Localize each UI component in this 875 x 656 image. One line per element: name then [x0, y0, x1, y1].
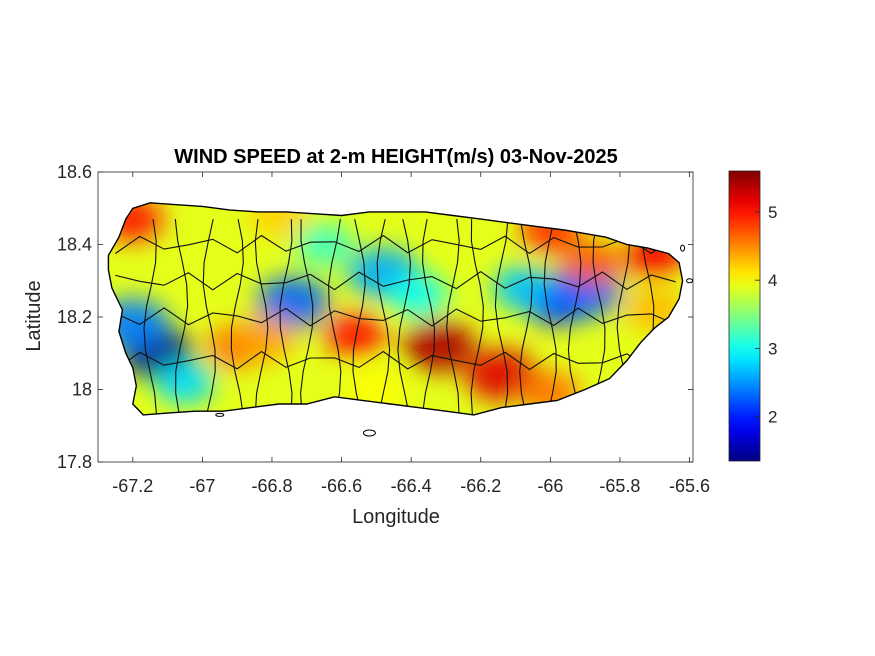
x-tick-label: -67 — [189, 476, 215, 496]
puerto-rico-coastline — [107, 202, 684, 416]
colorbar-tick-label: 4 — [768, 271, 777, 290]
x-tick-label: -66.4 — [391, 476, 432, 496]
islet — [362, 429, 376, 437]
field-feature — [154, 360, 215, 405]
y-tick-label: 18 — [72, 380, 92, 400]
colorbar-tick-label: 3 — [768, 339, 777, 358]
offshore-islets — [215, 244, 693, 437]
x-tick-label: -67.2 — [112, 476, 153, 496]
field-feature — [325, 313, 386, 358]
municipality-boundary — [115, 234, 676, 255]
municipality-boundaries — [115, 218, 676, 415]
field-feature — [492, 266, 553, 310]
colorbar-gradient — [728, 170, 761, 462]
map-layer — [107, 202, 693, 437]
municipality-boundary — [567, 218, 582, 415]
municipality-boundary — [202, 218, 216, 415]
municipality-boundary — [328, 219, 342, 415]
municipality-boundary — [543, 218, 557, 415]
x-tick-label: -66.2 — [460, 476, 501, 496]
x-tick-label: -65.8 — [599, 476, 640, 496]
municipality-boundary — [421, 219, 435, 415]
municipality-boundary — [592, 218, 606, 415]
colorbar-ticks: 2 3 4 5 — [755, 203, 777, 427]
field-feature — [562, 240, 623, 285]
municipality-boundary — [174, 219, 189, 415]
y-tick-label: 17.8 — [57, 452, 92, 472]
colorbar-tick-label: 2 — [768, 408, 777, 427]
municipality-boundary — [494, 219, 509, 415]
x-tick-label: -66.6 — [321, 476, 362, 496]
islet — [686, 278, 693, 284]
field-feature — [294, 222, 355, 267]
municipality-boundary — [446, 219, 460, 415]
municipality-boundary — [115, 271, 676, 291]
municipality-boundary — [470, 219, 484, 415]
municipality-boundary — [352, 218, 366, 415]
municipality-boundary — [115, 350, 676, 371]
municipality-boundary — [279, 219, 293, 415]
islet — [680, 244, 686, 252]
y-axis: 17.8 18 18.2 18.4 18.6 — [57, 162, 693, 472]
colorbar: 2 3 4 5 — [728, 170, 777, 462]
islet — [215, 412, 225, 417]
field-feature — [402, 320, 475, 372]
y-tick-label: 18.4 — [57, 235, 92, 255]
y-tick-label: 18.6 — [57, 162, 92, 182]
municipality-boundary — [300, 219, 314, 415]
wind-speed-field — [108, 202, 683, 415]
x-axis-label: Longitude — [352, 506, 440, 528]
colorbar-tick-label: 5 — [768, 203, 777, 222]
y-axis-label: Latitude — [23, 280, 45, 351]
x-tick-label: -65.6 — [669, 476, 710, 496]
x-tick-label: -66 — [537, 476, 563, 496]
municipality-boundary — [254, 219, 269, 415]
y-tick-label: 18.2 — [57, 307, 92, 327]
municipality-boundary — [376, 218, 391, 415]
municipality-boundary — [230, 218, 244, 415]
x-axis: -67.2 -67 -66.8 -66.6 -66.4 -66.2 -66 -65.8 -65.… — [112, 172, 710, 496]
x-tick-label: -66.8 — [251, 476, 292, 496]
chart-title: WIND SPEED at 2-m HEIGHT(m/s) 03-Nov-202… — [174, 146, 617, 168]
municipality-boundary — [115, 307, 676, 327]
municipality-boundary — [143, 219, 158, 415]
field-feature — [388, 273, 449, 318]
